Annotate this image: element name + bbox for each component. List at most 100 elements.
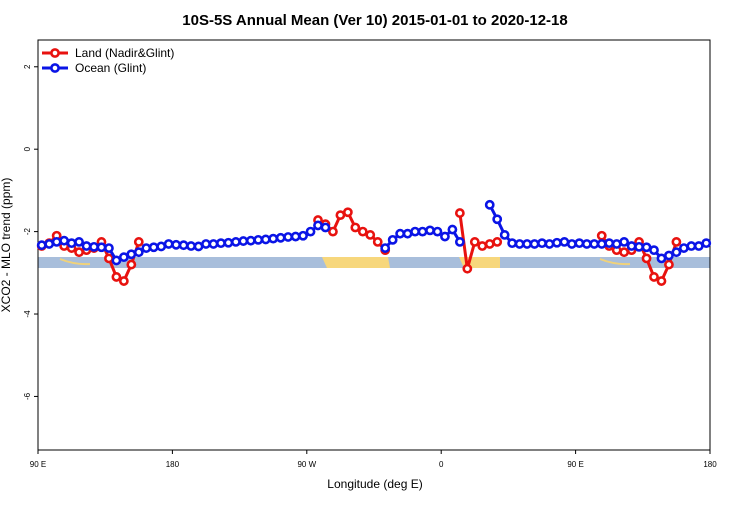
data-point — [253, 234, 264, 245]
data-point — [619, 237, 630, 247]
data-point — [365, 230, 376, 240]
data-point — [328, 226, 338, 237]
data-point — [238, 236, 249, 246]
data-point — [641, 242, 652, 253]
x-tick-label: 180 — [703, 460, 717, 469]
data-point — [104, 253, 114, 264]
data-point — [380, 243, 391, 253]
data-point — [664, 259, 674, 270]
data-point — [66, 238, 77, 249]
land-patch — [322, 257, 390, 268]
data-point — [529, 239, 540, 249]
data-point — [484, 199, 495, 210]
x-tick-label: 180 — [166, 460, 180, 469]
data-point — [507, 238, 518, 249]
data-point — [596, 230, 607, 241]
data-point — [223, 237, 234, 248]
data-point — [410, 226, 420, 237]
legend: Land (Nadir&Glint)Ocean (Glint) — [42, 46, 174, 75]
y-axis-label: XCO2 - MLO trend (ppm) — [0, 178, 13, 313]
data-point — [148, 242, 159, 253]
data-point — [141, 243, 152, 253]
data-point — [133, 237, 144, 247]
data-point — [395, 228, 406, 239]
y-tick-label: 2 — [23, 64, 32, 69]
x-tick-label: 90 E — [30, 460, 46, 469]
data-point — [693, 241, 704, 251]
data-point — [163, 239, 174, 249]
data-point — [454, 237, 465, 247]
data-point — [320, 222, 331, 233]
data-point — [559, 237, 570, 247]
data-point — [283, 232, 294, 242]
series — [36, 199, 712, 266]
data-point — [462, 263, 473, 274]
data-point — [626, 241, 637, 251]
data-point — [425, 225, 435, 236]
data-point — [522, 239, 532, 249]
x-tick-label: 90 E — [567, 460, 583, 469]
data-point — [596, 239, 607, 249]
data-point — [298, 230, 308, 241]
legend-label: Land (Nadir&Glint) — [75, 46, 174, 60]
data-point — [290, 231, 301, 242]
data-point — [566, 239, 577, 249]
data-point — [260, 234, 271, 245]
data-point — [574, 238, 585, 249]
x-tick-label: 0 — [439, 460, 444, 469]
data-point — [96, 242, 107, 253]
data-point — [611, 239, 622, 249]
data-point — [357, 226, 368, 237]
data-point — [342, 207, 353, 218]
data-point — [581, 239, 592, 249]
data-point — [537, 238, 547, 249]
data-point — [208, 239, 219, 249]
data-point — [156, 241, 167, 252]
data-point — [686, 241, 697, 251]
data-point — [268, 233, 279, 244]
data-point — [186, 241, 196, 251]
data-point — [275, 232, 286, 243]
data-point — [417, 226, 428, 237]
data-point — [492, 237, 503, 247]
y-tick-label: -6 — [23, 392, 32, 400]
data-point — [111, 272, 122, 282]
land-patch — [59, 258, 631, 266]
data-point — [671, 237, 682, 247]
data-point — [245, 235, 256, 246]
data-point — [178, 240, 189, 251]
data-point — [514, 239, 525, 249]
legend-label: Ocean (Glint) — [75, 61, 146, 75]
data-point — [701, 238, 712, 249]
data-point — [193, 241, 204, 252]
data-point — [641, 253, 652, 264]
data-point — [372, 237, 383, 247]
legend-swatch-marker — [50, 63, 60, 73]
data-point — [634, 241, 644, 252]
data-point — [454, 208, 465, 218]
data-point — [74, 247, 84, 258]
data-point — [671, 247, 682, 258]
data-point — [51, 237, 62, 247]
data-point — [133, 247, 144, 258]
data-point — [619, 247, 630, 258]
y-tick-label: 0 — [23, 146, 32, 151]
data-point — [350, 222, 361, 233]
data-point — [216, 238, 226, 249]
data-point — [171, 239, 182, 250]
data-point — [81, 241, 92, 251]
y-tick-label: -2 — [23, 228, 32, 236]
data-point — [118, 252, 129, 263]
data-point — [335, 210, 346, 221]
data-point — [649, 272, 659, 282]
data-point — [126, 259, 137, 270]
data-point — [201, 239, 211, 249]
data-point — [499, 230, 510, 240]
data-point — [305, 226, 316, 237]
data-point — [604, 238, 615, 249]
x-tick-label: 90 W — [297, 460, 316, 469]
map-strip — [38, 257, 710, 268]
data-point — [477, 241, 488, 251]
